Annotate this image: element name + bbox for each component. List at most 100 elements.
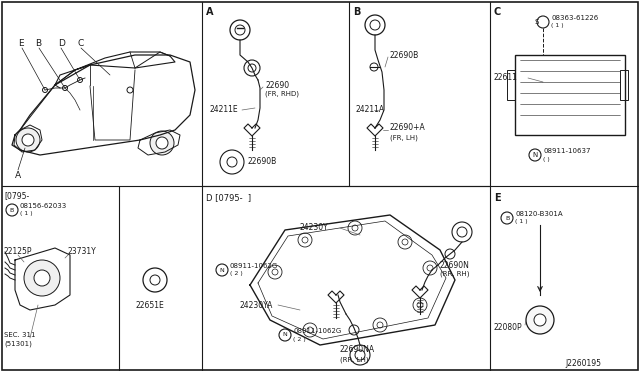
- Text: 08120-B301A: 08120-B301A: [515, 211, 563, 217]
- Text: B: B: [505, 215, 509, 221]
- Text: (FR, RHD): (FR, RHD): [265, 91, 299, 97]
- Text: 24230YA: 24230YA: [240, 301, 273, 310]
- Circle shape: [457, 227, 467, 237]
- Circle shape: [417, 302, 423, 308]
- Text: 22690+A: 22690+A: [390, 124, 426, 132]
- Circle shape: [24, 260, 60, 296]
- Text: S: S: [535, 19, 539, 25]
- Text: 08363-61226: 08363-61226: [551, 15, 598, 21]
- Text: C: C: [78, 38, 84, 48]
- Circle shape: [302, 237, 308, 243]
- Circle shape: [6, 204, 18, 216]
- Text: ( 2 ): ( 2 ): [230, 272, 243, 276]
- Text: (51301): (51301): [4, 341, 32, 347]
- Circle shape: [156, 137, 168, 149]
- Circle shape: [534, 314, 546, 326]
- Text: 08911-1062G: 08911-1062G: [293, 328, 341, 334]
- Circle shape: [352, 225, 358, 231]
- Text: (RR, RH): (RR, RH): [440, 271, 470, 277]
- Text: B: B: [353, 7, 360, 17]
- Text: D: D: [58, 38, 65, 48]
- Text: E: E: [18, 38, 24, 48]
- Text: 22080P: 22080P: [494, 324, 523, 333]
- Circle shape: [398, 235, 412, 249]
- Circle shape: [279, 329, 291, 341]
- Circle shape: [529, 149, 541, 161]
- Circle shape: [413, 298, 427, 312]
- Circle shape: [298, 233, 312, 247]
- Text: N: N: [220, 267, 225, 273]
- Circle shape: [348, 221, 362, 235]
- Circle shape: [143, 268, 167, 292]
- Text: (FR, LH): (FR, LH): [390, 135, 418, 141]
- Text: J2260195: J2260195: [565, 359, 601, 368]
- Text: ( 2 ): ( 2 ): [293, 337, 306, 341]
- Text: B: B: [10, 208, 14, 212]
- Circle shape: [63, 86, 67, 90]
- Circle shape: [370, 20, 380, 30]
- Text: ( 1 ): ( 1 ): [551, 23, 564, 29]
- Circle shape: [350, 345, 370, 365]
- Text: 24230Y: 24230Y: [300, 224, 329, 232]
- Text: A: A: [15, 170, 21, 180]
- Text: ( 1 ): ( 1 ): [515, 219, 527, 224]
- Circle shape: [526, 306, 554, 334]
- Circle shape: [365, 15, 385, 35]
- Text: 22690N: 22690N: [440, 260, 470, 269]
- Text: 08911-1062G: 08911-1062G: [230, 263, 278, 269]
- Circle shape: [377, 322, 383, 328]
- Circle shape: [537, 16, 549, 28]
- Circle shape: [272, 269, 278, 275]
- Text: B: B: [35, 38, 41, 48]
- Circle shape: [501, 212, 513, 224]
- Text: 22690NA: 22690NA: [340, 346, 375, 355]
- Circle shape: [423, 261, 437, 275]
- Text: N: N: [283, 333, 287, 337]
- Text: 24211E: 24211E: [210, 106, 239, 115]
- Bar: [507, 70, 515, 100]
- Circle shape: [77, 77, 83, 83]
- Text: 24211A: 24211A: [355, 106, 384, 115]
- Text: SEC. 311: SEC. 311: [4, 332, 35, 338]
- Circle shape: [127, 87, 133, 93]
- Circle shape: [230, 20, 250, 40]
- Text: 22651E: 22651E: [135, 301, 164, 310]
- Circle shape: [370, 63, 378, 71]
- Circle shape: [150, 131, 174, 155]
- Text: (RR, LH): (RR, LH): [340, 357, 369, 363]
- Text: ( 1 ): ( 1 ): [20, 212, 33, 217]
- Text: E: E: [494, 193, 500, 203]
- Circle shape: [244, 60, 260, 76]
- Text: 22611: 22611: [494, 74, 518, 83]
- Text: 22690B: 22690B: [248, 157, 277, 167]
- Text: ( ): ( ): [543, 157, 550, 161]
- Circle shape: [227, 157, 237, 167]
- Circle shape: [427, 265, 433, 271]
- Circle shape: [452, 222, 472, 242]
- Circle shape: [150, 275, 160, 285]
- Text: 22690: 22690: [265, 80, 289, 90]
- Circle shape: [307, 327, 313, 333]
- Text: A: A: [206, 7, 214, 17]
- Circle shape: [402, 239, 408, 245]
- Circle shape: [373, 318, 387, 332]
- Circle shape: [355, 350, 365, 360]
- Text: N: N: [532, 152, 538, 158]
- Circle shape: [268, 265, 282, 279]
- Bar: [515, 55, 625, 135]
- Text: 22690B: 22690B: [390, 51, 419, 60]
- Text: C: C: [494, 7, 501, 17]
- Text: 23731Y: 23731Y: [68, 247, 97, 257]
- Circle shape: [220, 150, 244, 174]
- Text: 08156-62033: 08156-62033: [20, 203, 67, 209]
- Text: D [0795-  ]: D [0795- ]: [206, 193, 251, 202]
- Bar: [620, 70, 628, 100]
- Text: 08911-10637: 08911-10637: [543, 148, 591, 154]
- Circle shape: [349, 325, 359, 335]
- Circle shape: [22, 134, 34, 146]
- Text: [0795-: [0795-: [4, 192, 29, 201]
- Circle shape: [16, 128, 40, 152]
- Circle shape: [445, 249, 455, 259]
- Circle shape: [235, 25, 245, 35]
- Circle shape: [42, 87, 47, 93]
